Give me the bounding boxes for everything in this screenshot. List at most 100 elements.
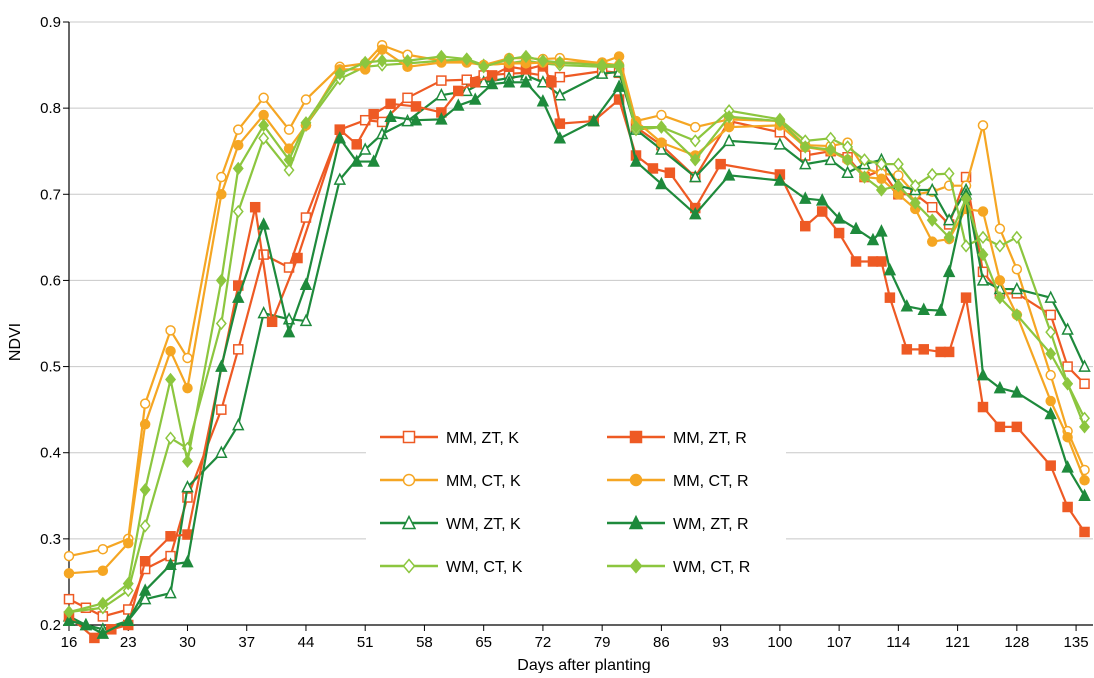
data-point (926, 167, 938, 182)
data-point (333, 172, 347, 185)
data-point (519, 75, 533, 88)
data-point (1011, 421, 1023, 433)
data-point (587, 113, 600, 127)
data-point (722, 133, 736, 147)
x-tick-label: 23 (120, 634, 137, 651)
data-point (376, 44, 388, 55)
data-point (859, 170, 870, 184)
legend-label: WM, CT, R (673, 559, 750, 576)
data-point (850, 256, 862, 267)
data-point (825, 142, 837, 157)
data-point (866, 232, 880, 246)
data-point (655, 176, 668, 190)
data-point (833, 227, 845, 239)
data-point (976, 368, 990, 381)
data-point (842, 153, 854, 167)
data-point (181, 554, 194, 568)
data-point (849, 221, 863, 234)
y-axis-label: NDVI (7, 323, 24, 361)
data-point (1045, 325, 1057, 339)
data-point (215, 273, 227, 288)
data-point (1061, 460, 1074, 473)
data-point (1045, 309, 1056, 321)
data-point (859, 153, 870, 167)
data-point (994, 421, 1006, 433)
data-point (138, 591, 152, 605)
data-point (656, 109, 667, 121)
data-point (216, 404, 227, 415)
data-point (553, 131, 567, 144)
data-point (122, 537, 134, 549)
data-point (875, 224, 888, 237)
data-point (182, 382, 193, 394)
data-point (351, 139, 362, 150)
data-point (435, 49, 447, 64)
data-point (689, 121, 701, 133)
data-point (1010, 281, 1024, 295)
data-point (410, 101, 422, 112)
data-point (553, 88, 567, 101)
legend-label: MM, CT, R (673, 473, 749, 490)
data-point (62, 613, 76, 626)
data-point (774, 114, 786, 128)
data-point (655, 120, 667, 134)
data-point (258, 109, 269, 121)
legend-item: MM, CT, K (380, 473, 521, 490)
data-point (216, 171, 227, 183)
data-point (647, 163, 659, 174)
data-point (689, 206, 702, 220)
data-point (165, 345, 176, 357)
series-line (68, 70, 1086, 618)
data-point (824, 152, 837, 166)
data-point (232, 161, 244, 176)
data-point (165, 372, 177, 387)
data-point (994, 290, 1006, 305)
data-point (655, 142, 668, 155)
data-point (333, 131, 347, 144)
data-point (875, 157, 887, 171)
legend-label: MM, ZT, K (446, 430, 519, 447)
legend-swatch-marker (628, 514, 644, 530)
data-point (994, 275, 1006, 286)
data-point (300, 94, 312, 105)
data-point (935, 346, 946, 358)
data-point (917, 302, 930, 315)
data-point (435, 112, 448, 125)
data-point (926, 236, 938, 247)
data-point (367, 154, 380, 167)
legend: MM, ZT, K MM, CT, K WM, ZT, K WM, CT, K MM, … (366, 418, 786, 598)
x-tick-label: 65 (475, 634, 492, 651)
data-point (841, 165, 854, 178)
data-point (258, 92, 269, 104)
data-point (773, 173, 787, 186)
data-point (994, 239, 1006, 253)
data-point (97, 565, 109, 576)
data-point (233, 344, 244, 355)
y-tick-label: 0.7 (40, 186, 61, 203)
data-point (299, 313, 313, 327)
data-point (257, 217, 270, 230)
data-point (942, 212, 956, 226)
x-tick-label: 114 (886, 634, 910, 651)
data-point (79, 617, 93, 631)
legend-swatch-marker (629, 430, 643, 444)
data-point (122, 583, 134, 598)
legend-item: WM, ZT, K (380, 514, 521, 533)
x-tick-label: 44 (298, 634, 315, 651)
data-point (1044, 290, 1057, 303)
data-point (520, 49, 532, 64)
data-point (1045, 395, 1056, 407)
axes: 0.2 0.3 0.4 0.5 0.6 0.7 0.8 0.9 16 23 30 37 44 51 58 65… (40, 14, 1093, 651)
y-tick-label: 0.4 (40, 445, 61, 462)
x-tick-label: 135 (1064, 634, 1089, 651)
data-point (385, 98, 396, 110)
data-point (554, 118, 566, 129)
data-point (926, 213, 938, 227)
data-point (461, 74, 473, 85)
data-point (612, 79, 626, 92)
data-point (215, 316, 227, 331)
data-point (596, 58, 608, 72)
data-point (359, 55, 371, 70)
data-point (401, 113, 414, 127)
